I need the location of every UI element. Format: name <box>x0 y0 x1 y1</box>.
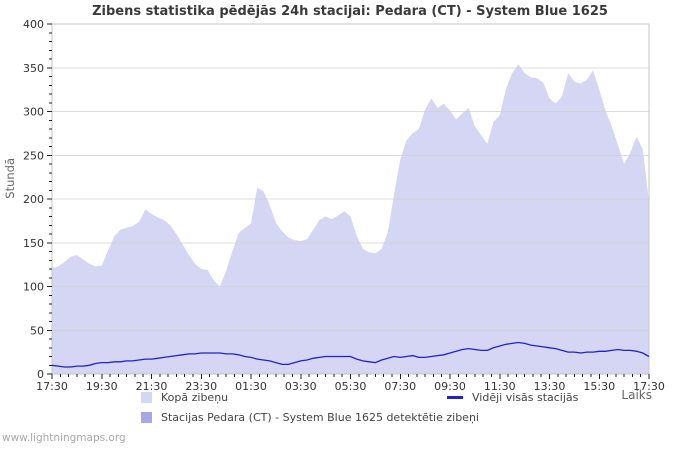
y-tick-label: 350 <box>23 62 44 75</box>
legend-label-station: Stacijas Pedara (CT) - System Blue 1625 … <box>161 411 479 424</box>
x-tick-label: 17:30 <box>36 380 68 393</box>
watermark: www.lightningmaps.org <box>2 432 126 444</box>
x-tick-label: 05:30 <box>335 380 367 393</box>
x-tick-label: 09:30 <box>434 380 466 393</box>
y-tick-label: 150 <box>23 237 44 250</box>
y-tick-label: 100 <box>23 281 44 294</box>
y-tick-label: 0 <box>37 368 44 381</box>
legend-item-average: Vidēji visās stacijās <box>447 391 578 404</box>
x-tick-label: 01:30 <box>235 380 267 393</box>
x-tick-label: 23:30 <box>185 380 217 393</box>
x-tick-label: 03:30 <box>285 380 317 393</box>
x-tick-label: 17:30 <box>633 380 665 393</box>
y-tick-label: 200 <box>23 193 44 206</box>
y-axis-label: Stundā <box>3 158 17 199</box>
legend-item-total: Kopā zibeņu <box>141 391 228 404</box>
y-tick-label: 250 <box>23 149 44 162</box>
x-tick-label: 21:30 <box>136 380 168 393</box>
total-area-swatch <box>141 392 152 403</box>
legend-label-total: Kopā zibeņu <box>161 391 229 404</box>
x-tick-label: 11:30 <box>484 380 516 393</box>
x-tick-label: 07:30 <box>384 380 416 393</box>
chart-title: Zibens statistika pēdējās 24h stacijai: … <box>92 4 608 19</box>
average-line-swatch <box>447 396 463 399</box>
area-series-0 <box>52 64 649 375</box>
legend-label-average: Vidēji visās stacijās <box>472 391 579 404</box>
station-area-swatch <box>141 412 152 423</box>
x-axis-label: Laiks <box>621 388 652 402</box>
x-tick-label: 15:30 <box>583 380 615 393</box>
x-tick-label: 13:30 <box>534 380 566 393</box>
y-tick-label: 50 <box>30 324 44 337</box>
y-tick-label: 300 <box>23 106 44 119</box>
legend-item-station: Stacijas Pedara (CT) - System Blue 1625 … <box>141 411 479 424</box>
x-tick-label: 19:30 <box>86 380 118 393</box>
average-line <box>51 341 650 368</box>
y-tick-label: 400 <box>23 18 44 31</box>
